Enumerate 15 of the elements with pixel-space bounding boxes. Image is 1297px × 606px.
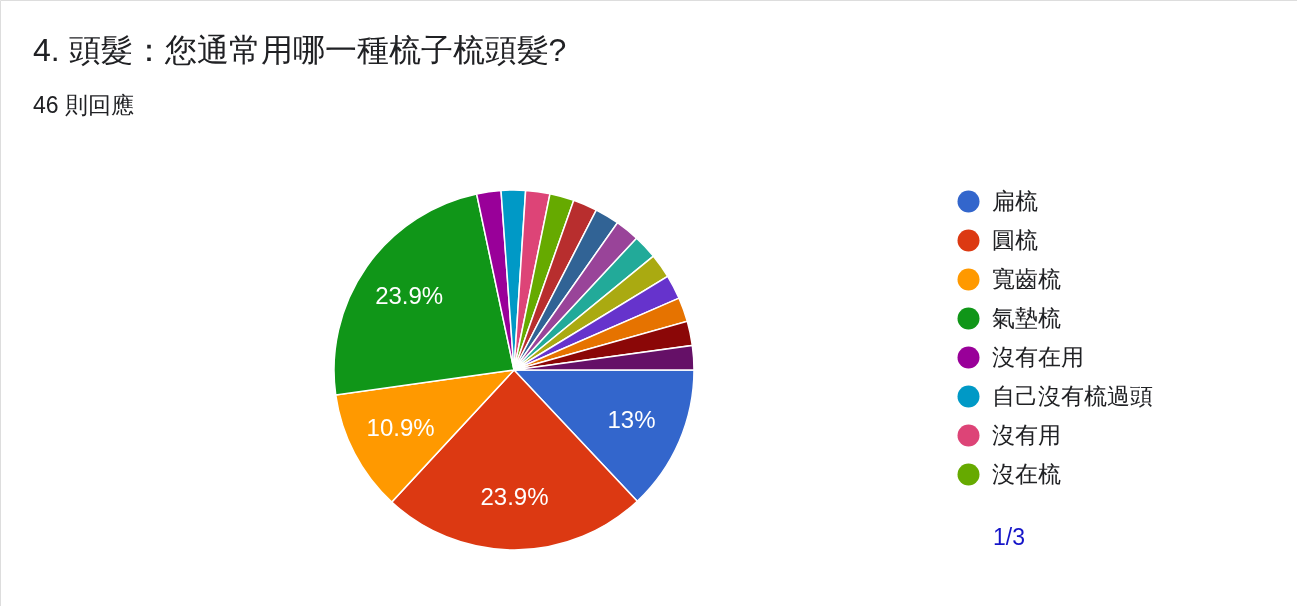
text: 46 則回應 xyxy=(33,92,134,118)
data-label: 23.9% xyxy=(480,483,549,510)
legend-label: 圓梳 xyxy=(992,226,1038,253)
legend-label: 沒有在用 xyxy=(992,343,1084,370)
text: 1/3 xyxy=(993,524,1025,550)
legend-label: 自己沒有梳過頭 xyxy=(992,382,1153,409)
legend-label: 氣墊梳 xyxy=(992,304,1061,331)
legend-label: 扁梳 xyxy=(992,187,1038,214)
legend-label: 沒有用 xyxy=(992,421,1061,448)
legend-label: 寬齒梳 xyxy=(992,265,1061,292)
data-label: 13% xyxy=(607,405,656,433)
legend-label: 沒在梳 xyxy=(992,460,1061,487)
data-label: 10.9% xyxy=(366,414,435,442)
chart-title: 4. 頭髮：您通常用哪一種梳子梳頭髮? xyxy=(33,32,567,68)
data-label: 23.9% xyxy=(375,281,444,309)
